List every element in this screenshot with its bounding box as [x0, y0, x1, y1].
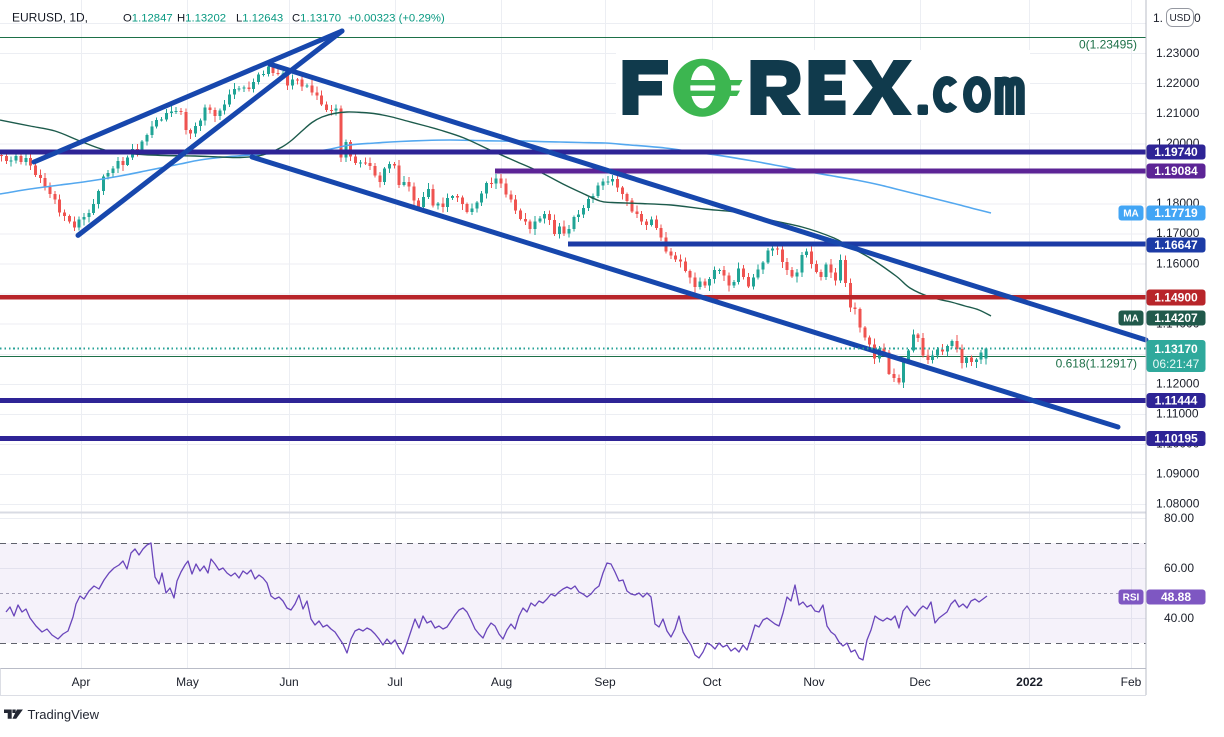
svg-text:40.00: 40.00 — [1164, 611, 1194, 625]
svg-text:C1.13170: C1.13170 — [292, 13, 341, 25]
svg-text:Feb: Feb — [1121, 675, 1142, 689]
svg-text:TradingView: TradingView — [28, 707, 100, 722]
svg-text:1.08000: 1.08000 — [1156, 497, 1200, 511]
svg-text:0.618(1.12917): 0.618(1.12917) — [1056, 357, 1137, 371]
svg-text:1.: 1. — [1153, 11, 1163, 25]
svg-text:1.17000: 1.17000 — [1156, 226, 1200, 240]
svg-text:Apr: Apr — [72, 675, 91, 689]
svg-text:80.00: 80.00 — [1164, 511, 1194, 525]
svg-text:1.21000: 1.21000 — [1156, 106, 1200, 120]
svg-text:Aug: Aug — [491, 675, 512, 689]
svg-text:Sep: Sep — [594, 675, 616, 689]
svg-text:1.23000: 1.23000 — [1156, 46, 1200, 60]
svg-text:1.11444: 1.11444 — [1155, 394, 1198, 408]
svg-text:May: May — [176, 675, 199, 689]
svg-text:H1.13202: H1.13202 — [177, 13, 226, 25]
svg-text:MA: MA — [1123, 314, 1139, 325]
svg-text:1.14207: 1.14207 — [1154, 311, 1198, 325]
svg-text:0(1.23495): 0(1.23495) — [1079, 38, 1137, 52]
svg-text:60.00: 60.00 — [1164, 561, 1194, 575]
svg-text:1.17719: 1.17719 — [1154, 206, 1198, 220]
svg-text:1.09000: 1.09000 — [1156, 467, 1200, 481]
svg-text:1.19084: 1.19084 — [1154, 164, 1198, 178]
svg-text:1.14900: 1.14900 — [1154, 291, 1198, 305]
svg-text:Jun: Jun — [279, 675, 298, 689]
svg-text:1.11000: 1.11000 — [1156, 407, 1199, 421]
svg-text:MA: MA — [1123, 209, 1139, 220]
svg-text:1.19740: 1.19740 — [1154, 145, 1198, 159]
svg-text:Dec: Dec — [909, 675, 930, 689]
svg-text:Nov: Nov — [803, 675, 824, 689]
svg-text:1.22000: 1.22000 — [1156, 76, 1200, 90]
svg-text:Jul: Jul — [387, 675, 402, 689]
svg-text:1.10195: 1.10195 — [1154, 432, 1198, 446]
svg-text:1.13170: 1.13170 — [1154, 342, 1198, 356]
svg-text:EURUSD, 1D,: EURUSD, 1D, — [12, 11, 88, 25]
svg-text:RSI: RSI — [1123, 593, 1140, 604]
svg-text:06:21:47: 06:21:47 — [1153, 357, 1200, 371]
svg-text:L1.12643: L1.12643 — [236, 13, 283, 25]
svg-text:0: 0 — [1194, 11, 1201, 25]
svg-text:USD: USD — [1169, 13, 1190, 24]
svg-text:1.16000: 1.16000 — [1156, 257, 1200, 271]
svg-text:1.16647: 1.16647 — [1154, 238, 1198, 252]
svg-text:Oct: Oct — [703, 675, 722, 689]
svg-text:2022: 2022 — [1016, 675, 1043, 689]
svg-text:+0.00323 (+0.29%): +0.00323 (+0.29%) — [348, 13, 445, 25]
svg-text:O1.12847: O1.12847 — [123, 13, 173, 25]
svg-text:1.12000: 1.12000 — [1156, 376, 1200, 390]
svg-text:48.88: 48.88 — [1161, 590, 1191, 604]
